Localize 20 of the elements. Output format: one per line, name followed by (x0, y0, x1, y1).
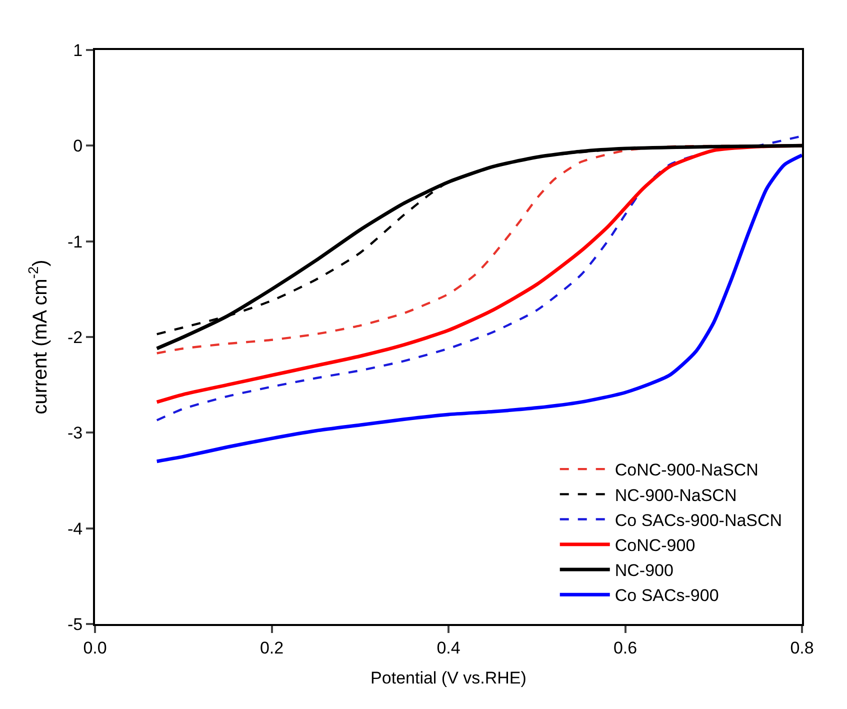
legend-label: Co SACs-900-NaSCN (614, 510, 782, 530)
y-tick-label: -2 (67, 328, 83, 347)
legend-label: CoNC-900 (614, 536, 696, 555)
legend-label: CoNC-900-NaSCN (614, 460, 758, 480)
legend-label: NC-900 (614, 561, 674, 580)
y-tick-label: -5 (67, 614, 83, 634)
y-tick-label: 1 (73, 40, 83, 60)
y-tick-label: -3 (67, 424, 83, 443)
y-tick-label: -1 (67, 232, 83, 252)
legend-label: NC-900-NaSCN (614, 486, 737, 505)
legend-label: Co SACs-900 (614, 586, 719, 606)
x-tick-label: 0.6 (613, 638, 638, 658)
x-tick-label: 0.2 (260, 638, 284, 658)
line-series (155, 153, 802, 464)
y-tick-label: -4 (67, 519, 83, 538)
x-tick-label: 0.0 (83, 638, 107, 658)
x-tick-label: 0.4 (436, 638, 460, 658)
x-axis-title: Potential (V vs.RHE) (370, 668, 526, 688)
y-tick-label: 0 (73, 136, 83, 156)
x-tick-label: 0.8 (790, 638, 814, 658)
